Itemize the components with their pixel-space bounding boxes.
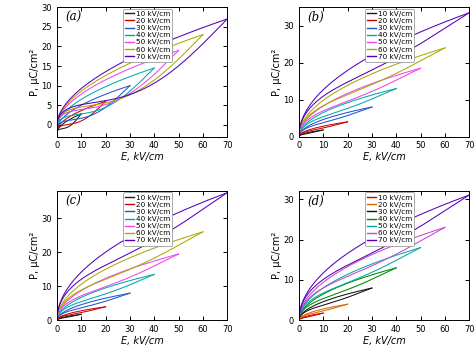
Legend: 10 kV/cm, 20 kV/cm, 30 kV/cm, 40 kV/cm, 50 kV/cm, 60 kV/cm, 70 kV/cm: 10 kV/cm, 20 kV/cm, 30 kV/cm, 40 kV/cm, … [365, 193, 414, 246]
Legend: 10 kV/cm, 20 kV/cm, 30 kV/cm, 40 kV/cm, 50 kV/cm, 60 kV/cm, 70 kV/cm: 10 kV/cm, 20 kV/cm, 30 kV/cm, 40 kV/cm, … [123, 193, 173, 246]
X-axis label: E, kV/cm: E, kV/cm [121, 152, 164, 162]
Legend: 10 kV/cm, 20 kV/cm, 30 kV/cm, 40 kV/cm, 50 kV/cm, 60 kV/cm, 70 kV/cm: 10 kV/cm, 20 kV/cm, 30 kV/cm, 40 kV/cm, … [365, 9, 414, 62]
Text: (a): (a) [65, 11, 82, 24]
X-axis label: E, kV/cm: E, kV/cm [363, 336, 405, 346]
Text: (c): (c) [65, 195, 81, 208]
Text: (d): (d) [307, 195, 324, 208]
Y-axis label: P, μC/cm²: P, μC/cm² [30, 232, 40, 279]
X-axis label: E, kV/cm: E, kV/cm [363, 152, 405, 162]
Y-axis label: P, μC/cm²: P, μC/cm² [272, 48, 282, 95]
Text: (b): (b) [307, 11, 324, 24]
Y-axis label: P, μC/cm²: P, μC/cm² [30, 48, 40, 95]
Y-axis label: P, μC/cm²: P, μC/cm² [272, 232, 282, 279]
Legend: 10 kV/cm, 20 kV/cm, 30 kV/cm, 40 kV/cm, 50 kV/cm, 60 kV/cm, 70 kV/cm: 10 kV/cm, 20 kV/cm, 30 kV/cm, 40 kV/cm, … [123, 9, 173, 62]
X-axis label: E, kV/cm: E, kV/cm [121, 336, 164, 346]
